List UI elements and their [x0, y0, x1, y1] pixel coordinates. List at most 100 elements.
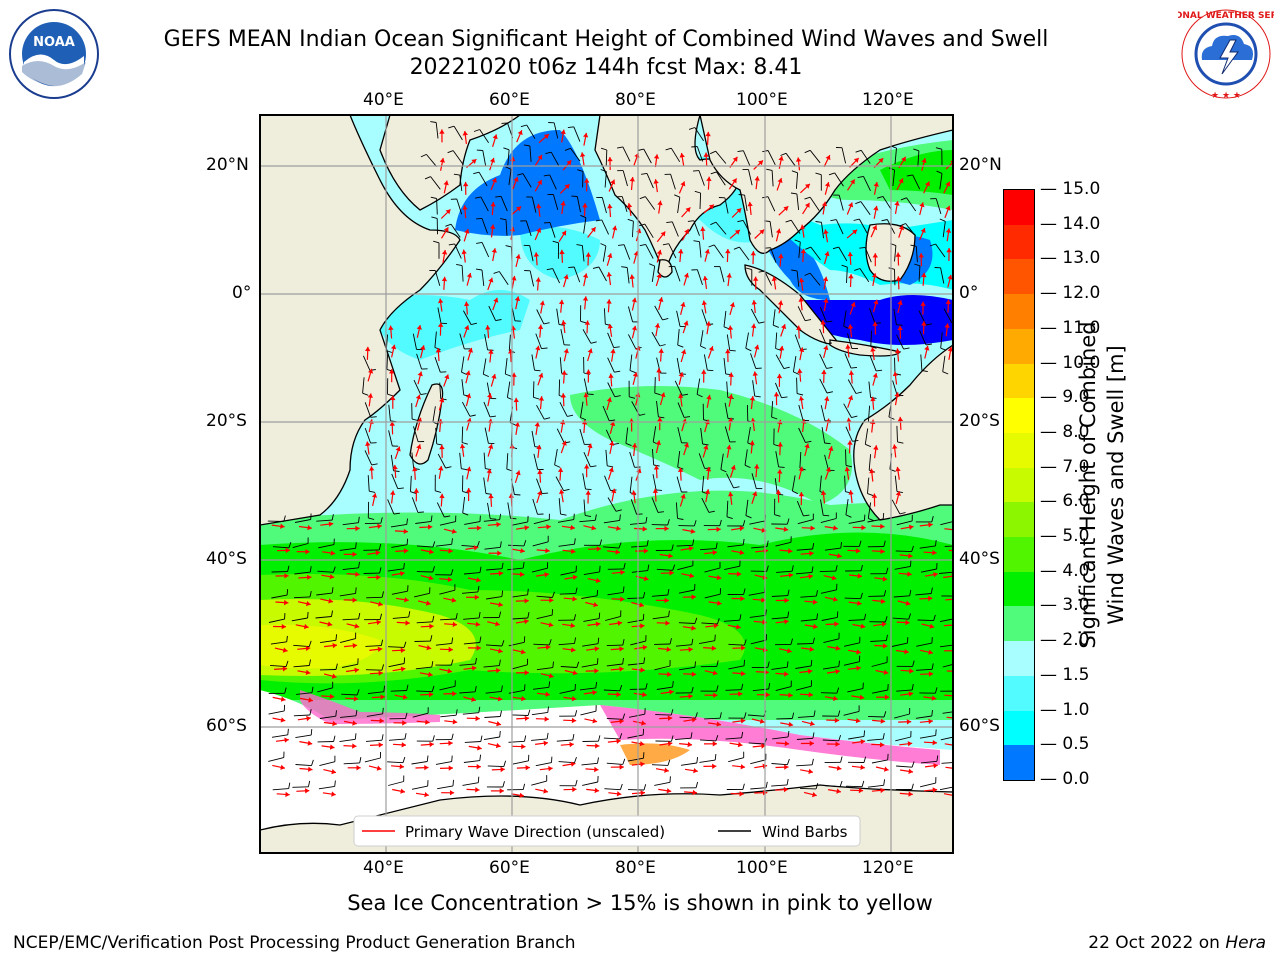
wave-arrow-head: [873, 445, 879, 450]
wind-barb-flag: [912, 660, 915, 667]
wind-barb: [391, 590, 408, 595]
wind-barb-flag: [430, 121, 437, 123]
wind-barb: [835, 219, 844, 235]
wind-barb: [791, 475, 796, 492]
wave-arrow-head: [954, 597, 958, 602]
wind-barb-flag: [790, 638, 793, 645]
wind-barb: [607, 382, 616, 398]
wave-arrow-head: [355, 571, 360, 577]
wave-arrow-head: [848, 202, 854, 208]
wind-barb: [560, 329, 565, 345]
wind-barb-flag: [410, 491, 417, 495]
wave-arrow-head: [548, 766, 553, 772]
wind-barb-flag: [882, 512, 885, 520]
wind-barb: [364, 427, 372, 444]
wind-barb-flag: [906, 174, 913, 177]
wave-arrow-head: [880, 548, 885, 554]
wave-direction-layer: [271, 129, 958, 798]
wave-arrow-head: [437, 322, 444, 327]
wind-barb-flag: [490, 518, 497, 520]
wave-arrow-head: [741, 645, 746, 651]
wave-arrow-head: [828, 446, 834, 451]
wind-barb: [342, 567, 359, 571]
wind-barb-flag: [283, 515, 286, 522]
wind-barb: [796, 764, 813, 767]
wave-arrow-head: [305, 645, 311, 652]
wind-barb: [463, 617, 480, 620]
wave-arrow-head: [657, 417, 663, 422]
wind-barb: [581, 663, 598, 668]
wave-arrow-head: [665, 620, 670, 626]
wave-arrow-head: [537, 469, 543, 475]
wave-arrow-head: [616, 525, 621, 531]
wind-barb-flag: [493, 271, 500, 274]
wind-barb-flag: [378, 543, 382, 551]
wind-barb: [581, 245, 585, 262]
wind-barb-flag: [331, 514, 334, 521]
wave-arrow-head: [736, 208, 742, 214]
wind-barb-flag: [426, 755, 429, 762]
wave-arrow-head: [897, 325, 903, 331]
wind-barb: [670, 174, 676, 190]
wind-barb-flag: [522, 783, 526, 790]
wind-barb: [481, 269, 485, 286]
wind-barb: [434, 270, 441, 286]
nws-logo-icon: NATIONAL WEATHER SERVICE ★ ★ ★: [1178, 8, 1274, 101]
wind-barb: [893, 595, 910, 598]
wind-barb: [654, 781, 671, 786]
wave-arrow-head: [680, 181, 686, 187]
wind-barb-flag: [501, 640, 505, 647]
wind-barb-flag: [445, 223, 452, 227]
wind-barb-flag: [595, 219, 602, 222]
wind-barb-flag: [666, 221, 673, 224]
wave-arrow-head: [402, 694, 408, 700]
wind-barb: [341, 693, 358, 696]
wind-barb-flag: [641, 172, 648, 175]
wind-barb-flag: [483, 373, 489, 378]
wave-arrow-head: [701, 300, 707, 306]
wave-arrow-head: [653, 154, 660, 159]
wave-arrow-head: [592, 690, 597, 696]
wave-arrow-head: [426, 645, 432, 651]
wind-barb: [507, 502, 511, 519]
wave-arrow-head: [703, 444, 709, 450]
graticule: [260, 115, 953, 853]
wave-arrow-head: [945, 205, 951, 211]
wave-arrow-head: [331, 791, 336, 797]
wave-arrow-head: [639, 602, 644, 608]
wind-barb-flag: [911, 761, 915, 768]
wave-arrow-head: [901, 156, 906, 162]
wind-barb: [724, 426, 731, 443]
colorbar-segment: [1004, 745, 1034, 780]
wind-barb-flag: [816, 613, 819, 620]
wind-barb: [532, 541, 549, 547]
wind-barb: [626, 267, 630, 284]
wind-barb-flag: [480, 735, 483, 742]
wave-arrow-head: [691, 671, 697, 677]
wave-arrow-head: [571, 696, 577, 702]
wind-barb: [772, 736, 789, 740]
wind-barb-flag: [737, 219, 744, 223]
wind-barb-flag: [695, 781, 699, 788]
wind-barb: [603, 737, 620, 740]
wind-barb-flag: [840, 756, 843, 763]
wave-arrow-head: [570, 761, 576, 767]
wave-arrow-head: [475, 621, 481, 627]
wave-arrow-head: [611, 488, 617, 494]
wave-arrow-head: [491, 248, 497, 253]
wave-arrow-head: [907, 741, 913, 747]
wind-barb-flag: [741, 683, 744, 690]
wind-barb-flag: [786, 758, 790, 765]
wind-barb-flag: [839, 780, 843, 787]
wind-barb: [388, 430, 393, 447]
wind-barb: [867, 502, 872, 519]
wind-barb: [627, 334, 637, 349]
wind-barb: [918, 265, 921, 282]
wave-arrow-head: [683, 442, 689, 448]
wind-barb-flag: [883, 589, 887, 597]
wind-barb: [798, 427, 806, 443]
wave-arrow-head: [590, 227, 596, 233]
wind-barb: [576, 196, 581, 213]
wind-barb: [940, 521, 953, 526]
wave-arrow-head: [490, 202, 496, 207]
